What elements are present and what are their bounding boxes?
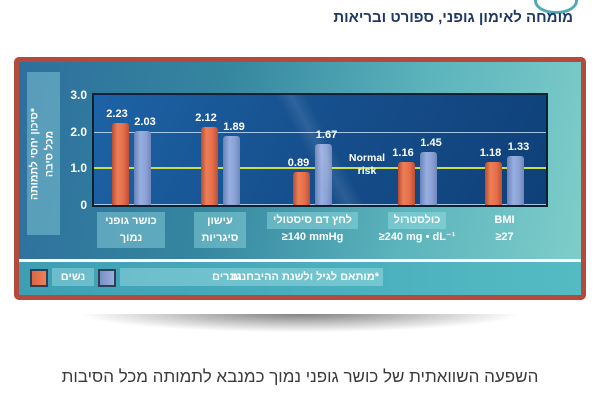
legend-strip: נשים גברים *מותאם לגיל ולשנת ההיבחנות [19, 262, 581, 295]
gridline-2 [94, 131, 546, 133]
x-category-box: עישון סיגריות [193, 212, 247, 248]
x-category-label: לחץ דם סיסטולי ≥140 mmHg [253, 212, 373, 246]
x-category-line: סיגריות [201, 232, 239, 244]
x-category-line: נמוך [119, 232, 143, 244]
plot-area: Normal risk 2.23 2.12 0.89 1.16 1.18 2.03 1.89… [92, 93, 548, 207]
legend-label-men: גברים [212, 271, 242, 283]
x-category-line: לחץ דם סיסטולי [253, 212, 373, 229]
bar-value-label: 2.03 [134, 115, 156, 128]
separator-line [19, 259, 581, 262]
bar-value-label: 1.45 [420, 136, 442, 149]
x-category-label: BMI ≥27 [445, 212, 565, 246]
y-tick-label: 2.0 [70, 124, 87, 139]
bar-women [200, 127, 218, 205]
y-tick-label: 0 [80, 198, 87, 212]
bar-men [419, 151, 437, 205]
legend-label-women: נשים [52, 268, 94, 286]
bar-women [485, 161, 502, 205]
bar-value-label: 1.18 [479, 146, 502, 159]
x-category-box: כולסטרול [387, 212, 447, 229]
bar-men [222, 135, 240, 205]
bar-women [111, 123, 129, 205]
chart-frame: *סיכון יחסי לתמותה מכל סיבה Normal risk … [14, 57, 586, 300]
bottom-caption: השפעה השוואתית של כושר גופני נמוך כמנבא … [61, 367, 539, 386]
x-category-line: כולסטרול [357, 212, 477, 229]
legend-swatch-women [30, 269, 48, 287]
bar-value-label: 0.89 [287, 157, 310, 170]
bar-men [315, 143, 332, 205]
y-tick-label: 3.0 [70, 88, 87, 102]
x-category-line: ≥140 mmHg [281, 231, 344, 243]
x-category-line: ≥240 mg • dL⁻¹ [378, 231, 456, 243]
y-axis-title-box: *סיכון יחסי לתמותה מכל סיבה [27, 72, 60, 235]
bar-value-label: 2.23 [106, 108, 128, 121]
header-tagline: מומחה לאימון גופני, ספורט ובריאות [333, 9, 573, 26]
x-category-line: ≥27 [495, 231, 514, 243]
bar-women [293, 172, 310, 205]
y-tick-label: 1.0 [70, 161, 87, 176]
x-category-line: BMI [494, 214, 515, 226]
bar-value-label: 1.16 [392, 147, 414, 160]
bar-value-label: 2.12 [195, 112, 217, 125]
x-category-label: עישון סיגריות [160, 212, 280, 248]
bar-men [133, 130, 151, 205]
bar-value-label: 1.67 [315, 128, 338, 141]
x-category-box: כושר גופני נמוך [97, 212, 165, 248]
bar-women [397, 162, 415, 205]
bar-value-label: 1.33 [507, 141, 530, 154]
bar-men [507, 156, 524, 205]
legend-swatch-men [98, 269, 116, 287]
legend-right-strip: גברים *מותאם לגיל ולשנת ההיבחנות [120, 268, 383, 286]
legend-footnote: *מותאם לגיל ולשנת ההיבחנות [230, 271, 379, 283]
x-category-box: לחץ דם סיסטולי [267, 212, 358, 229]
x-category-line: כושר גופני [105, 215, 157, 227]
x-category-label: כושר גופני נמוך [71, 212, 191, 248]
normal-risk-label: Normal risk [348, 152, 386, 177]
x-category-label: כולסטרול ≥240 mg • dL⁻¹ [357, 212, 477, 246]
bar-value-label: 1.89 [223, 120, 245, 133]
slide-page: מומחה לאימון גופני, ספורט ובריאות *סיכון… [14, 0, 586, 300]
page-drop-shadow [10, 312, 590, 344]
x-category-line: עישון [207, 215, 233, 227]
